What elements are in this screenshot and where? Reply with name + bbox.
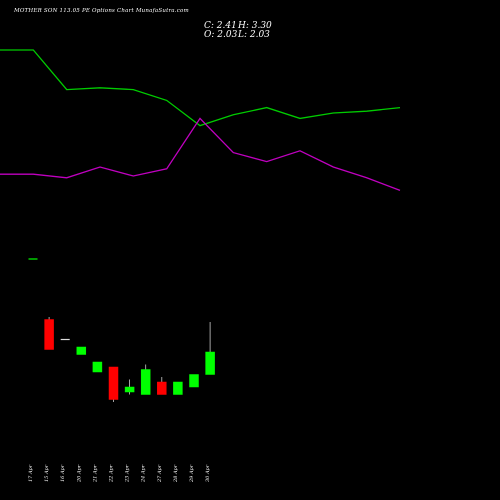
indicator-line-magenta — [0, 117, 401, 192]
candle-body-5 — [108, 366, 119, 400]
indicator-line-green — [0, 49, 401, 127]
x-tick-label: 27 Apr — [157, 464, 163, 483]
x-tick-label: 20 Apr — [76, 464, 82, 483]
x-axis-ticks: 17 Apr 15 Apr 16 Apr 20 Apr 21 Apr 22 Apr 23 A… — [28, 464, 211, 483]
x-tick-label: 15 Apr — [44, 464, 50, 482]
x-tick-label: 30 Apr — [205, 464, 211, 482]
candle-body-7 — [140, 369, 151, 395]
candlestick-series — [28, 258, 215, 402]
x-tick-label: 28 Apr — [173, 464, 179, 483]
candle-body-8 — [157, 381, 167, 395]
candle-body-3 — [76, 346, 87, 355]
close-label: C: 2.41 — [204, 21, 237, 31]
x-tick-label: 21 Apr — [92, 464, 98, 483]
candle-body-1 — [44, 319, 54, 350]
candle-body-11 — [205, 351, 215, 375]
high-label: H: 3.30 — [238, 21, 272, 31]
x-tick-label: 17 Apr — [28, 464, 34, 482]
open-label: O: 2.03 — [204, 30, 238, 40]
indicator-lines — [0, 49, 401, 192]
candle-body-9 — [173, 381, 183, 395]
x-tick-label: 24 Apr — [141, 464, 147, 483]
candle-body-6 — [124, 386, 135, 393]
x-tick-label: 22 Apr — [109, 464, 115, 483]
x-tick-label: 16 Apr — [60, 464, 66, 482]
candle-body-4 — [92, 361, 103, 373]
x-tick-label: 23 Apr — [125, 464, 131, 483]
candle-body-10 — [189, 374, 199, 388]
x-tick-label: 29 Apr — [189, 464, 195, 483]
low-label: L: 2.03 — [238, 30, 270, 40]
chart-title: MOTHER SON 113.05 PE Options Chart Munaf… — [14, 8, 189, 14]
